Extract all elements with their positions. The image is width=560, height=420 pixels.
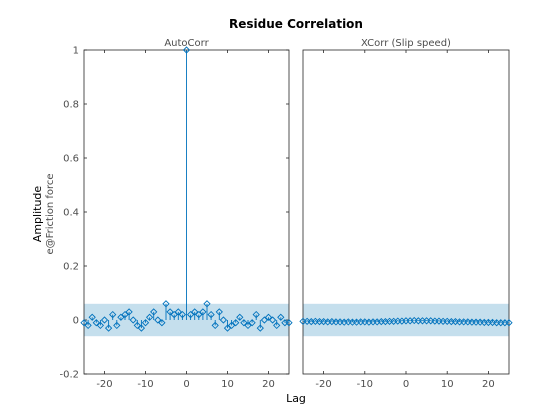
data-point-marker (182, 46, 191, 54)
y-tick-label: -0.2 (59, 370, 79, 381)
data-point-marker (252, 310, 260, 319)
y-tick-label: 0.2 (63, 262, 79, 273)
x-tick-label: 20 (262, 379, 275, 390)
data-point-marker (203, 300, 211, 308)
data-point-marker (277, 313, 285, 321)
data-point-marker (162, 300, 170, 308)
data-point-marker (141, 319, 150, 327)
data-point-marker (186, 310, 195, 319)
x-axis-label: Lag (286, 392, 306, 405)
data-point-marker (174, 308, 182, 316)
data-point-marker (268, 316, 277, 324)
x-tick-label: 0 (403, 379, 409, 390)
x-tick-label: 10 (221, 379, 234, 390)
data-point-marker (191, 308, 199, 316)
data-point-marker (121, 310, 129, 319)
data-point-marker (92, 319, 100, 327)
data-point-marker (170, 310, 178, 319)
data-point-marker (223, 324, 232, 332)
data-point-marker (232, 319, 240, 327)
data-point-marker (264, 313, 273, 321)
data-point-marker (240, 319, 248, 327)
data-point-marker (219, 316, 228, 324)
data-point-marker (88, 313, 96, 321)
y-tick-label: 0.4 (63, 208, 79, 219)
data-point-marker (260, 316, 269, 324)
data-point-marker (158, 319, 166, 327)
data-point-marker (195, 310, 203, 319)
panel-title: XCorr (Slip speed) (361, 38, 451, 49)
data-point-marker (145, 313, 154, 321)
x-tick-label: -20 (315, 379, 331, 390)
y-tick-label: 0 (73, 316, 79, 327)
x-tick-label: 10 (441, 379, 454, 390)
data-point-marker (129, 316, 137, 324)
chart-title: Residue Correlation (229, 17, 363, 31)
data-point-marker (199, 308, 207, 316)
panel-title: AutoCorr (164, 38, 209, 49)
data-point-marker (109, 310, 117, 319)
y-axis-label-group: Amplitude e@Friction force (31, 173, 56, 254)
data-point-marker (166, 308, 174, 316)
data-series (299, 316, 513, 327)
data-point-marker (104, 324, 113, 332)
data-point-marker (178, 310, 187, 319)
data-point-marker (211, 321, 219, 330)
data-point-marker (236, 313, 244, 321)
data-point-marker (207, 310, 215, 319)
data-point-marker (285, 319, 293, 327)
data-point-marker (256, 324, 264, 332)
data-point-marker (117, 313, 125, 321)
x-tick-label: 20 (482, 379, 495, 390)
data-point-marker (125, 308, 133, 316)
chart-panels: AutoCorr -20 -10 0 10 20 -0.2 0 0.2 0.4 0.6 0.8 1 XCo… (59, 38, 513, 390)
data-point-marker (96, 321, 105, 330)
y-tick-label: 1 (73, 46, 79, 57)
data-point-marker (100, 316, 109, 324)
data-point-marker (80, 319, 88, 327)
data-point-marker (137, 324, 146, 332)
data-point-marker (244, 321, 252, 330)
data-point-marker (215, 308, 223, 316)
y-tick-label: 0.6 (63, 154, 79, 165)
data-series (80, 46, 293, 332)
data-point-marker (133, 321, 141, 330)
data-point-marker (84, 321, 92, 330)
data-point-marker (505, 319, 513, 327)
x-tick-label: 0 (183, 379, 189, 390)
data-point-marker (154, 316, 162, 324)
data-point-marker (273, 321, 281, 330)
panel-1: AutoCorr -20 -10 0 10 20 -0.2 0 0.2 0.4 0.6 0.8 1 (59, 38, 293, 390)
data-point-marker (113, 321, 121, 330)
data-point-marker (227, 321, 236, 330)
y-tick-label: 0.8 (63, 100, 79, 111)
x-tick-label: -20 (96, 379, 112, 390)
x-tick-label: -10 (137, 379, 153, 390)
x-tick-label: -10 (357, 379, 373, 390)
y-axis-label: Amplitude (31, 186, 44, 243)
y-axis-secondary-label: e@Friction force (45, 173, 56, 254)
data-point-marker (248, 319, 256, 327)
data-point-marker (150, 308, 158, 316)
panel-2: XCorr (Slip speed) -20 -10 0 10 20 (299, 38, 513, 390)
